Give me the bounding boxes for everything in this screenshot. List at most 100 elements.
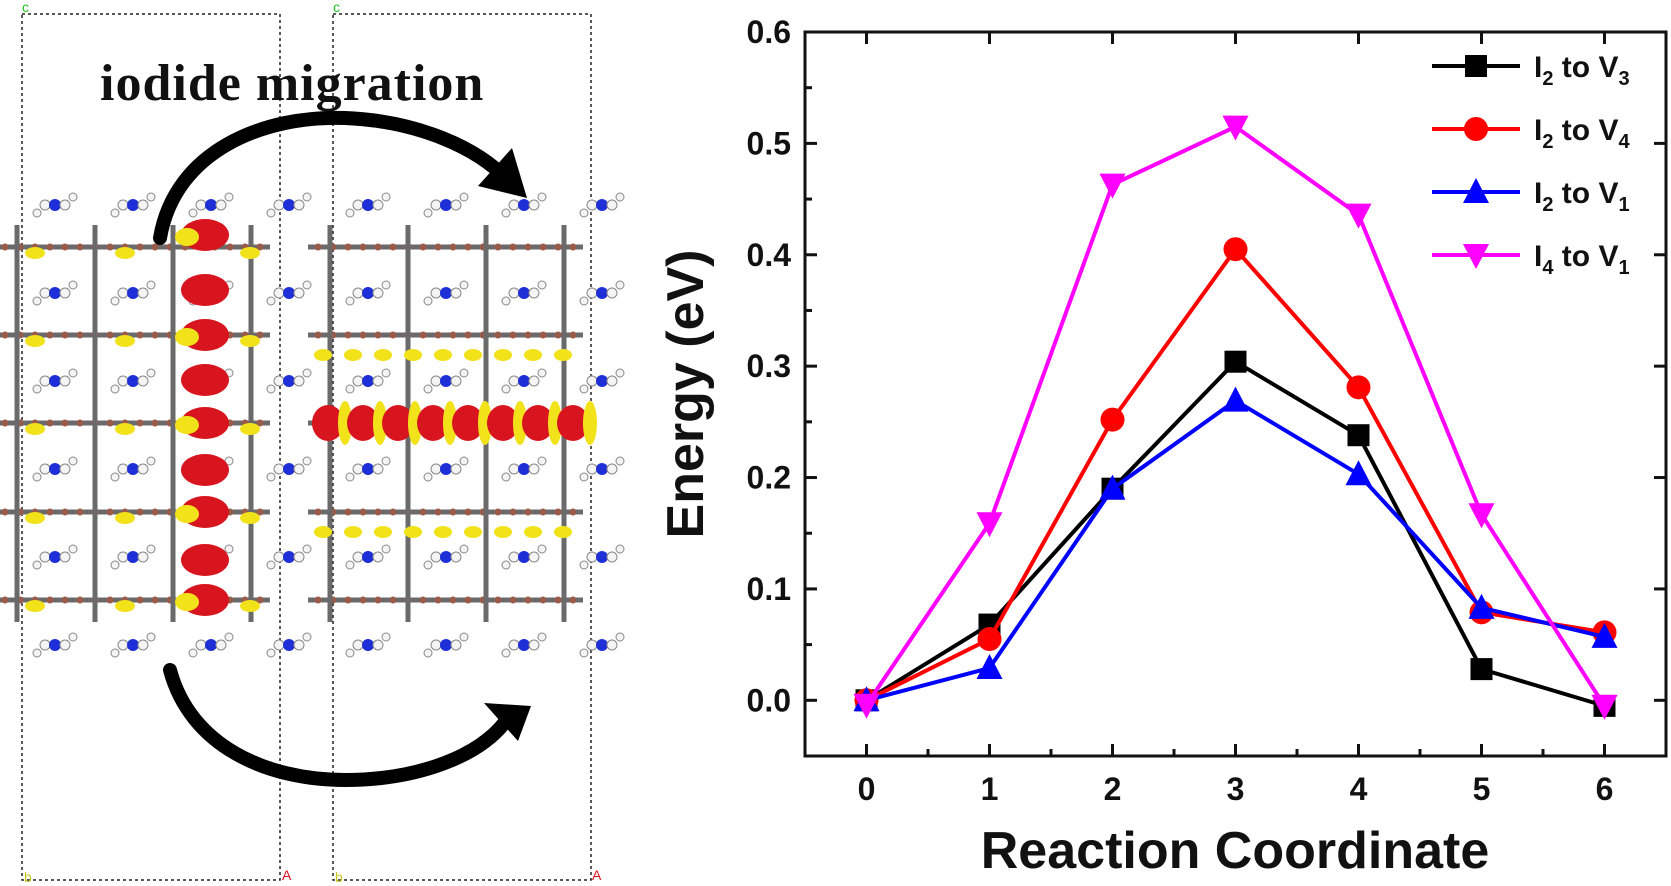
hydrogen-atom	[508, 639, 520, 651]
isosurface-yellow	[344, 526, 362, 538]
isosurface-yellow	[25, 600, 45, 612]
hydrogen-atom	[459, 544, 469, 554]
hydrogen-atom	[293, 287, 305, 299]
isosurface-yellow	[513, 401, 527, 445]
hydrogen-atom	[117, 463, 129, 475]
iodine-atom	[314, 243, 322, 251]
iodine-atom	[374, 596, 382, 604]
hydrogen-atom	[117, 199, 129, 211]
migration-title: iodide migration	[100, 55, 484, 112]
iodine-atom	[344, 596, 352, 604]
hydrogen-atom	[508, 375, 520, 387]
hydrogen-atom	[537, 192, 547, 202]
hydrogen-atom	[615, 456, 625, 466]
iodine-atom	[419, 243, 427, 251]
hydrogen-atom	[450, 199, 462, 211]
axis-c-label-right: c	[333, 0, 340, 15]
nitrogen-atom	[362, 463, 374, 475]
iodine-atom	[434, 596, 442, 604]
hydrogen-atom	[352, 463, 364, 475]
hydrogen-atom	[39, 463, 51, 475]
axis-b-label-right: b	[335, 869, 343, 885]
nitrogen-atom	[518, 463, 530, 475]
series-line	[864, 124, 1607, 707]
iodine-atom	[344, 331, 352, 339]
iodine-atom	[359, 508, 367, 516]
hydrogen-atom	[39, 199, 51, 211]
nitrogen-atom	[127, 375, 139, 387]
nitrogen-atom	[518, 287, 530, 299]
isosurface-red	[382, 405, 414, 441]
hydrogen-atom	[146, 368, 156, 378]
isosurface-yellow	[25, 512, 45, 524]
iodine-atom	[539, 331, 547, 339]
nitrogen-atom	[127, 463, 139, 475]
molecular-structure-panel: c c A A b b iodide migration	[0, 0, 625, 885]
iodine-atom	[61, 331, 69, 339]
hydrogen-atom	[606, 551, 618, 563]
hydrogen-atom	[450, 375, 462, 387]
nitrogen-atom	[283, 463, 295, 475]
isosurface-yellow	[240, 423, 260, 435]
nitrogen-atom	[440, 199, 452, 211]
iodine-atom	[569, 508, 577, 516]
nitrogen-atom	[362, 199, 374, 211]
hydrogen-atom	[110, 296, 120, 306]
migration-arrow-bottom	[163, 663, 512, 788]
hydrogen-atom	[430, 375, 442, 387]
y-tick-label: 0.2	[747, 460, 791, 496]
isosurface-yellow	[373, 401, 387, 445]
hydrogen-atom	[459, 280, 469, 290]
isosurface-yellow	[404, 349, 422, 361]
nitrogen-atom	[518, 551, 530, 563]
perovskite-lattice-left	[0, 192, 312, 658]
hydrogen-atom	[537, 280, 547, 290]
isosurface-yellow	[240, 247, 260, 259]
hydrogen-atom	[606, 463, 618, 475]
hydrogen-atom	[586, 639, 598, 651]
y-tick-label: 0.0	[747, 682, 791, 718]
hydrogen-atom	[508, 199, 520, 211]
data-point-triangle-down	[976, 512, 1003, 538]
hydrogen-atom	[501, 384, 511, 394]
hydrogen-atom	[430, 199, 442, 211]
hydrogen-atom	[381, 544, 391, 554]
hydrogen-atom	[352, 199, 364, 211]
hydrogen-atom	[423, 208, 433, 218]
hydrogen-atom	[615, 544, 625, 554]
iodine-atom	[76, 331, 84, 339]
legend-label: I4 to V1	[1534, 240, 1630, 279]
data-point-triangle-up	[1222, 386, 1249, 412]
iodine-atom	[256, 419, 264, 427]
hydrogen-atom	[68, 632, 78, 642]
hydrogen-atom	[423, 648, 433, 658]
axis-b-label-left: b	[24, 869, 32, 885]
hydrogen-atom	[188, 648, 198, 658]
hydrogen-atom	[59, 375, 71, 387]
data-point-triangle-down	[853, 693, 880, 719]
iodine-atom	[106, 419, 114, 427]
nitrogen-atom	[440, 551, 452, 563]
iodine-atom	[389, 508, 397, 516]
hydrogen-atom	[450, 639, 462, 651]
isosurface-yellow	[374, 526, 392, 538]
iodine-atom	[46, 508, 54, 516]
x-tick-label: 6	[1596, 771, 1614, 807]
iodine-atom	[359, 331, 367, 339]
iodine-atom	[344, 243, 352, 251]
hydrogen-atom	[137, 375, 149, 387]
nitrogen-atom	[596, 375, 608, 387]
hydrogen-atom	[68, 192, 78, 202]
iodine-atom	[389, 331, 397, 339]
hydrogen-atom	[137, 199, 149, 211]
hydrogen-atom	[345, 296, 355, 306]
iodine-atom	[554, 508, 562, 516]
unit-cell-right	[332, 13, 592, 881]
x-tick-label: 1	[981, 771, 999, 807]
hydrogen-atom	[110, 472, 120, 482]
iodine-atom	[509, 243, 517, 251]
iodine-atom	[569, 243, 577, 251]
hydrogen-atom	[59, 199, 71, 211]
series-line	[865, 398, 1605, 703]
